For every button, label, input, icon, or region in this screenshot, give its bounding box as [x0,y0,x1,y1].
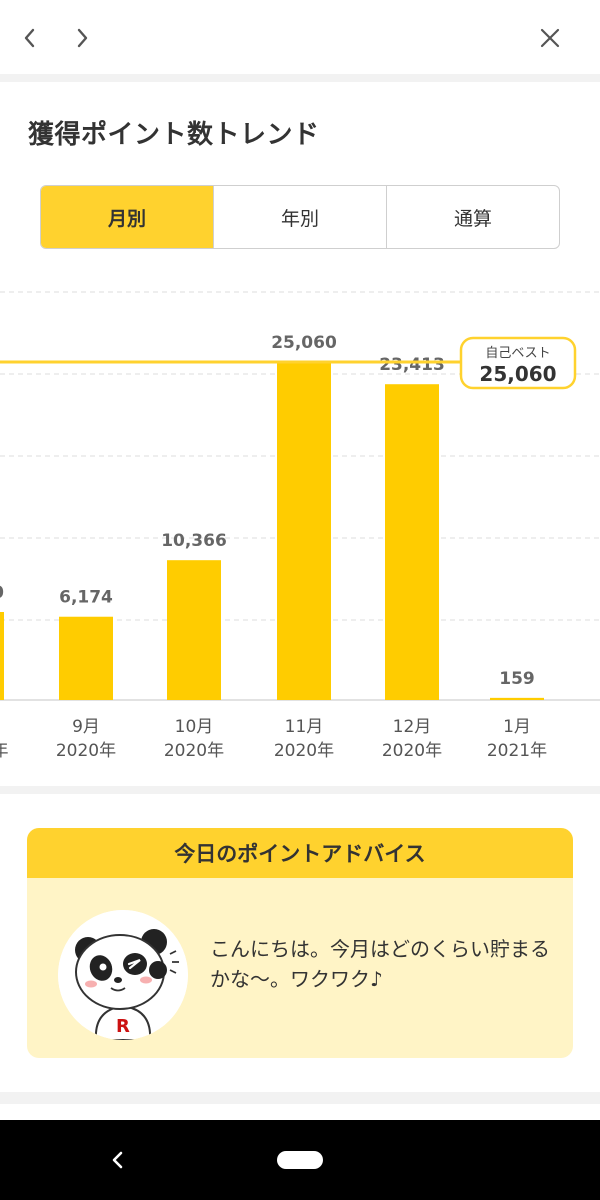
chart-value-label: 23,413 [379,355,445,375]
points-trend-chart: 0 年 6,174 9月 2020年 10,366 10月 2020年 25,060 11月 202… [0,291,600,761]
chart-x-year-label: 2020年 [164,741,224,761]
system-navigation-bar [0,1120,600,1200]
best-record-label: 自己ベスト [485,346,550,361]
next-card-edge [0,1104,600,1120]
chart-x-month-label: 1月 [503,717,531,737]
advice-section: 今日のポイントアドバイス R [0,794,600,1092]
period-tabs: 月別 年別 通算 [40,185,560,249]
chart-bar [167,560,221,700]
chart-value-label: 25,060 [271,333,337,353]
chart-bar [490,697,544,700]
tab-yearly[interactable]: 年別 [213,186,386,248]
chart-bar-partial [0,612,4,700]
chart-x-year-label: 2020年 [382,741,442,761]
page-title: 獲得ポイント数トレンド [28,120,320,150]
close-icon[interactable] [530,18,570,58]
advice-message: こんにちは。今月はどのくらい貯まるかな〜。ワクワク♪ [210,937,550,991]
chart-bar [277,362,331,700]
chart-bar [59,616,113,700]
advice-card: 今日のポイントアドバイス R [27,828,573,1058]
chart-x-year-label: 2020年 [274,741,334,761]
chart-x-month-label: 10月 [175,717,214,737]
chevron-right-icon[interactable] [62,18,102,58]
chart-bar [385,384,439,700]
svg-text:R: R [116,1016,130,1037]
panda-mascot-icon: R [58,910,188,1040]
chart-x-month-label: 12月 [393,717,432,737]
chart-value-label: 10,366 [161,531,227,551]
chart-x-month-label: 9月 [72,717,100,737]
chart-x-year-label-partial: 年 [0,741,9,761]
best-record-value: 25,060 [479,362,556,386]
chevron-left-icon[interactable] [10,18,50,58]
home-pill-icon[interactable] [277,1151,323,1169]
chart-x-month-label: 11月 [285,717,324,737]
chart-value-label: 6,174 [59,588,113,608]
chart-value-label-partial: 0 [0,583,4,603]
top-bar [0,0,600,74]
trend-card: 獲得ポイント数トレンド 月別 年別 通算 0 年 6,174 9月 2020年 10,36… [0,82,600,786]
advice-title: 今日のポイントアドバイス [27,828,573,878]
system-back-icon[interactable] [100,1142,136,1178]
best-record-badge-frame [459,336,577,390]
tab-total[interactable]: 通算 [386,186,559,248]
chart-x-year-label: 2020年 [56,741,116,761]
chart-value-label: 159 [499,669,535,689]
chart-x-year-label: 2021年 [487,741,547,761]
tab-monthly[interactable]: 月別 [41,186,213,248]
